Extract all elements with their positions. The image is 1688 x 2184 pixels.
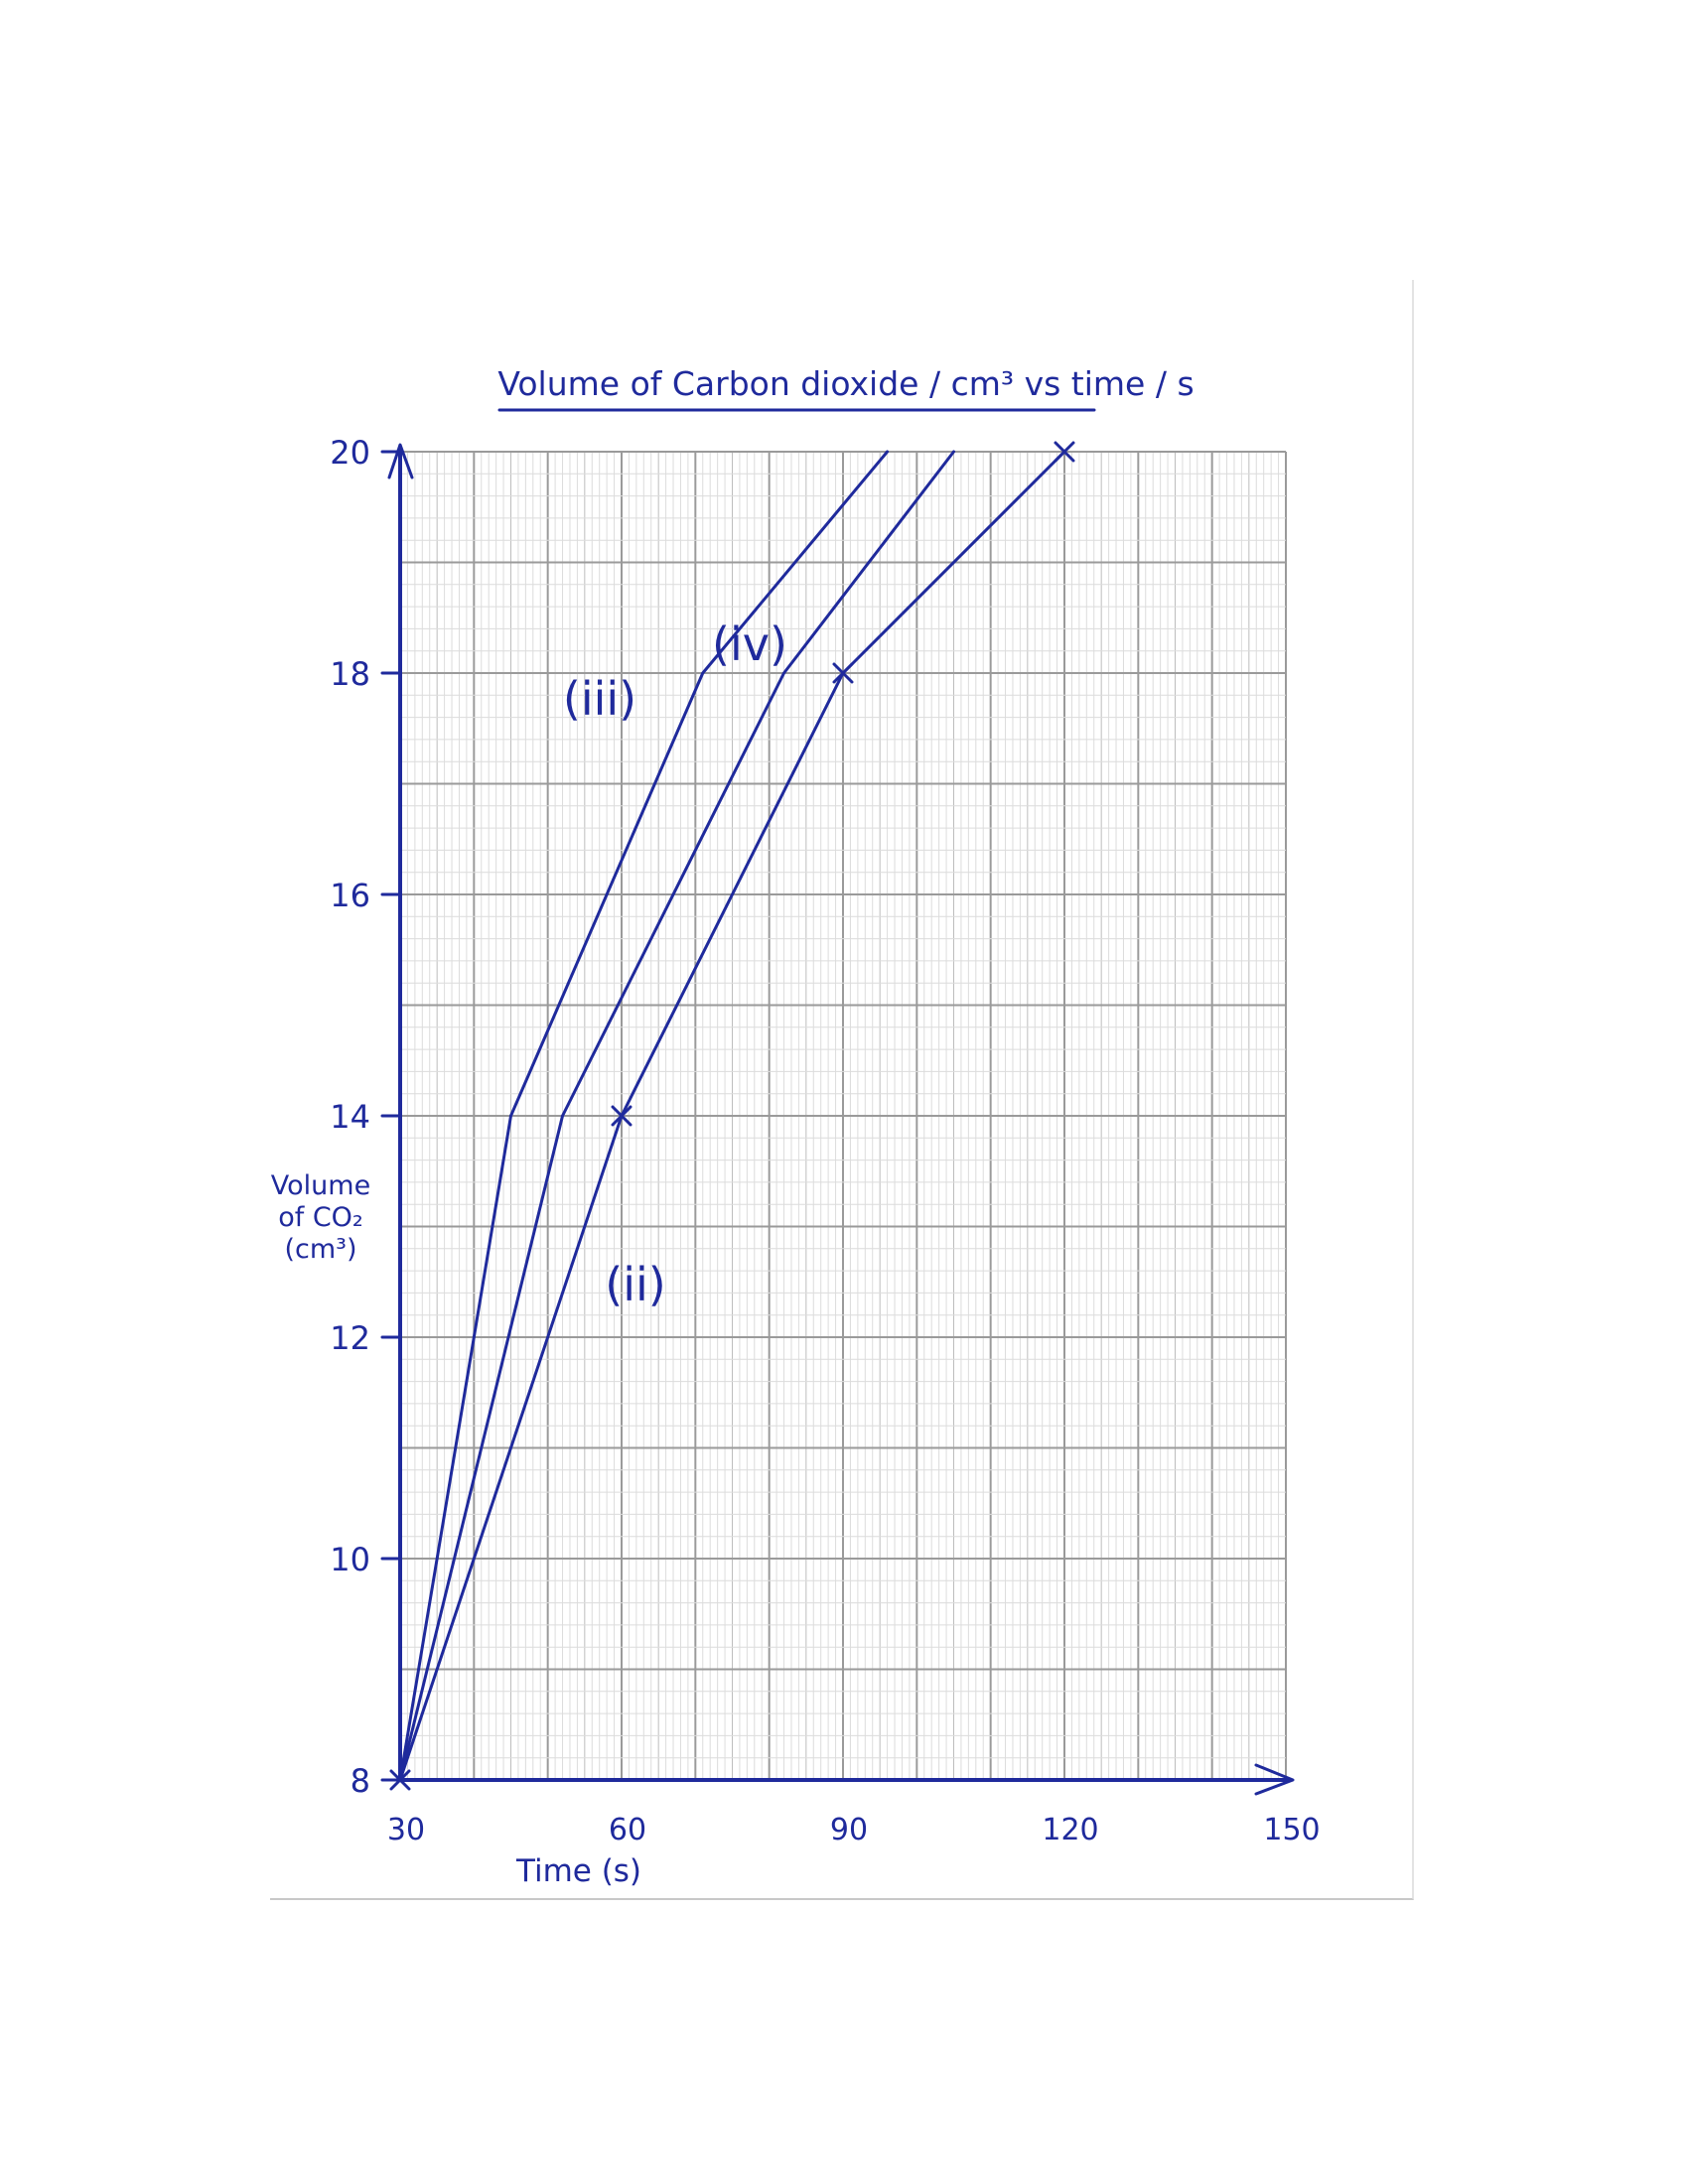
data-point-marker [832,662,854,684]
y-tick-label: 10 [330,1541,370,1578]
y-tick-label: 8 [351,1762,370,1800]
x-axis-title: Time (s) [515,1853,641,1889]
y-tick-label: 20 [330,434,370,472]
series-label: (iii) [563,672,636,726]
x-tick-label: 90 [830,1813,868,1847]
y-axis-title-line: (cm³) [284,1234,356,1265]
series-line [398,450,890,1782]
y-tick-label: 14 [330,1098,370,1136]
x-tick-label: 150 [1263,1813,1320,1847]
chart-title: Volume of Carbon dioxide / cm³ vs time /… [497,364,1194,403]
data-point-marker [1054,441,1075,463]
data-point-marker [611,1105,633,1127]
x-tick-label: 30 [387,1813,425,1847]
x-tick-label: 120 [1042,1813,1098,1847]
y-tick-label: 12 [330,1319,370,1357]
series-lines [389,441,1075,1791]
series-label: (ii) [605,1258,665,1311]
axes: 8 10 12 14 16 18 20 30 60 90 120 150 [330,434,1320,1847]
x-tick-label: 60 [609,1813,646,1847]
y-axis-arrow-icon [387,443,414,479]
series-line [398,450,1066,1782]
graph-paper-grid [399,451,1287,1781]
series-label: (iv) [712,617,787,671]
y-tick-label: 16 [330,877,370,914]
y-axis-title-line: of CO₂ [278,1202,363,1233]
y-tick-label: 18 [330,655,370,693]
series-line [398,450,955,1782]
y-axis-title-line: Volume [271,1170,370,1201]
labels: Volume of Carbon dioxide / cm³ vs time /… [271,364,1195,1889]
x-axis-arrow-icon [1254,1763,1295,1796]
